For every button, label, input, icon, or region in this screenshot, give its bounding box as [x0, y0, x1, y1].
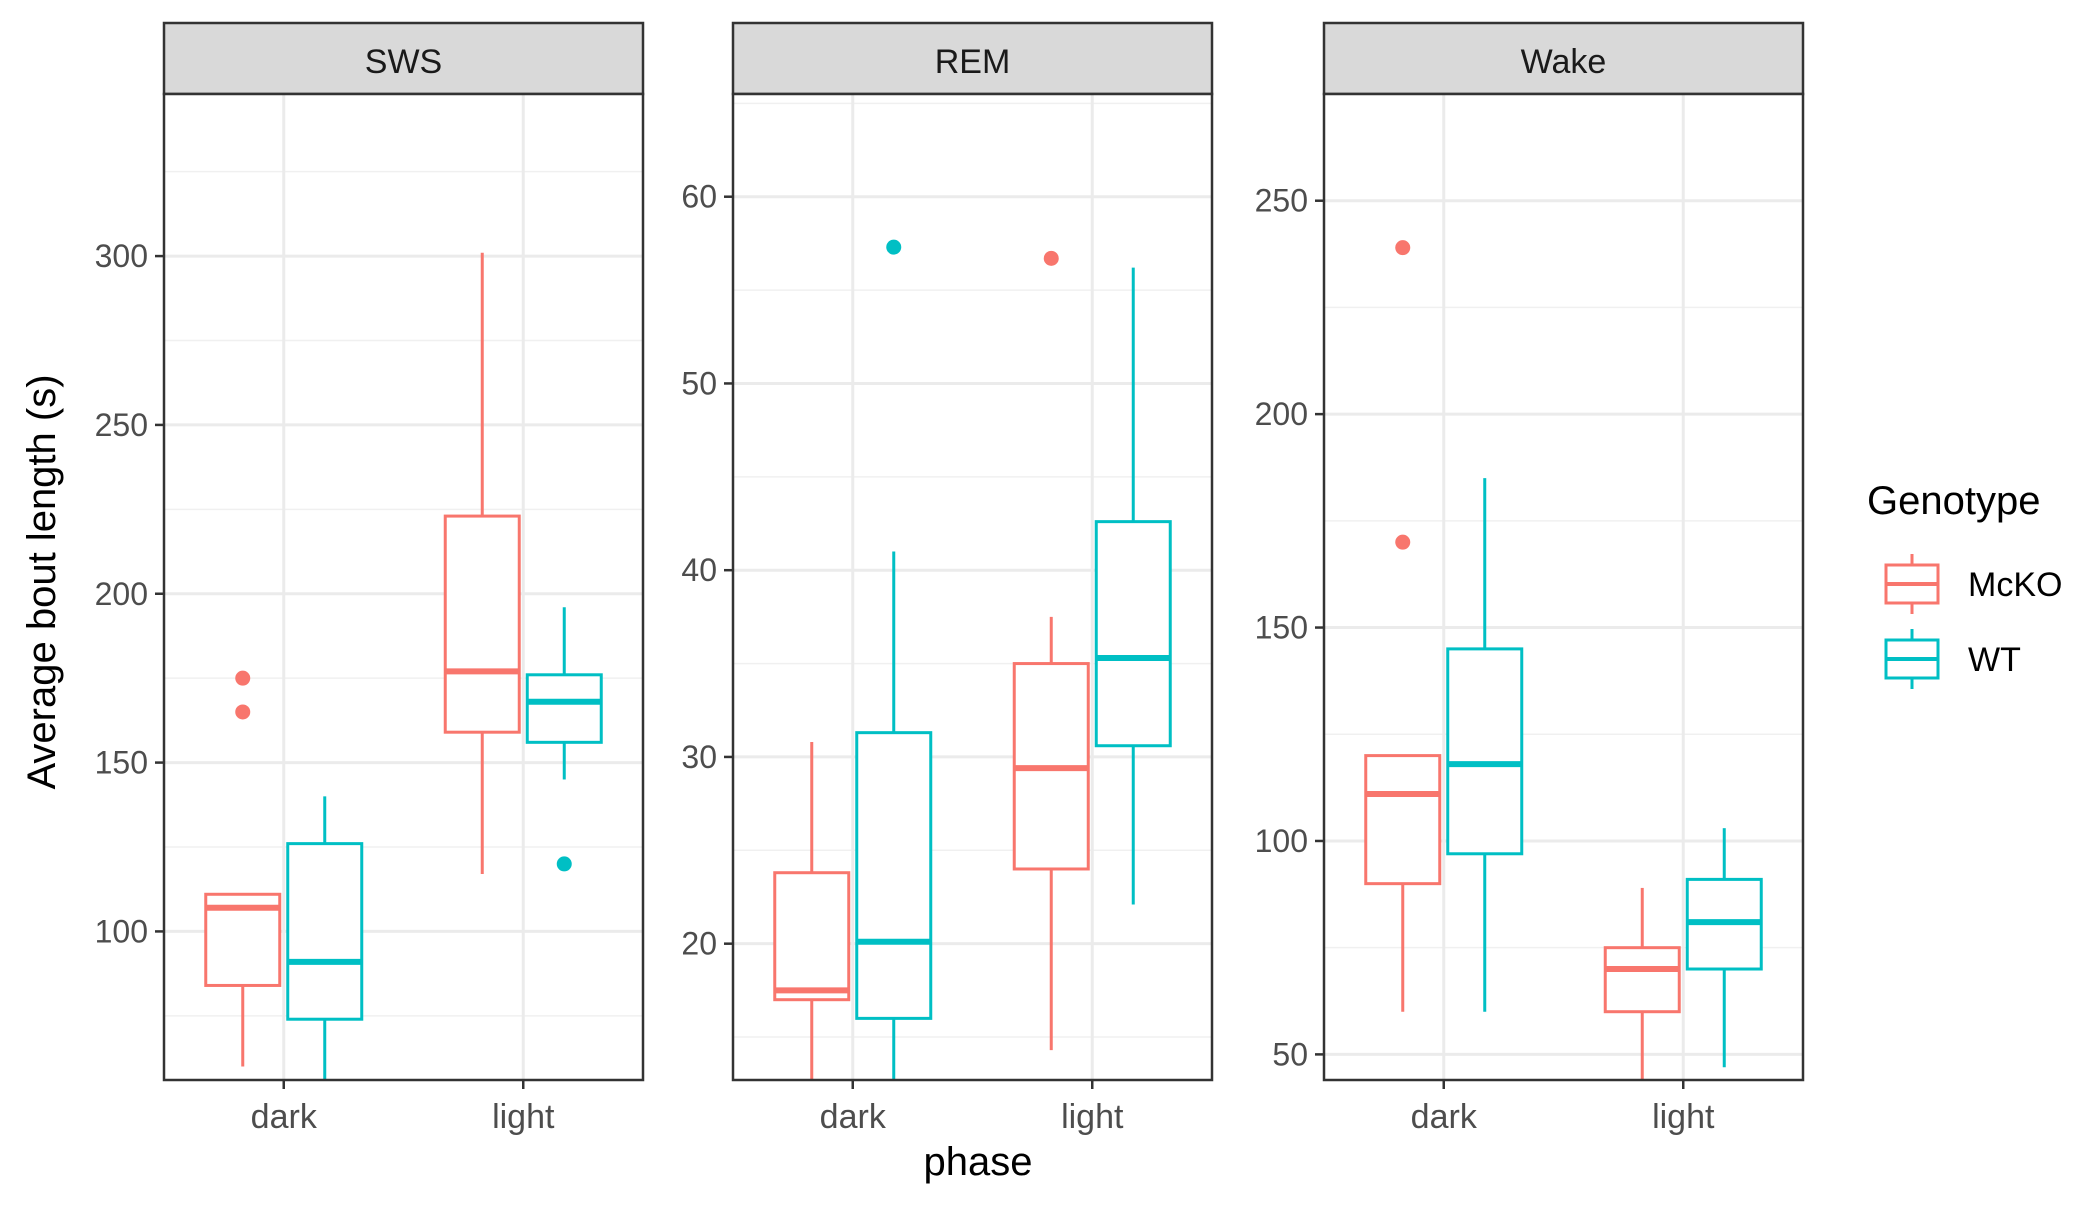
x-tick-label: dark [820, 1098, 887, 1136]
box-iqr [443, 514, 521, 734]
panel-border [1322, 92, 1805, 1082]
box-iqr [525, 673, 603, 744]
y-tick-label: 30 [681, 739, 717, 775]
box-mcko-dark [773, 741, 851, 1080]
box-wt-dark [286, 796, 364, 1080]
y-tick-label: 300 [95, 238, 148, 274]
box-wt-dark [1446, 478, 1524, 1012]
legend-title: Genotype [1867, 479, 2040, 523]
x-tick-label: light [492, 1098, 555, 1136]
x-tick-label: light [1652, 1098, 1715, 1136]
box-mcko-dark [204, 670, 282, 1067]
box-iqr [1364, 754, 1442, 886]
box-iqr [1446, 647, 1524, 856]
box-iqr [286, 842, 364, 1021]
facet-strip [162, 21, 645, 96]
y-tick-label: 100 [95, 913, 148, 949]
panel-rem: REM 20 30 40 50 60 dark light [681, 21, 1214, 1136]
legend-key-mcko: McKO [1884, 554, 2062, 614]
box-wt-dark [855, 239, 933, 1080]
facet-strip-label: SWS [365, 43, 442, 81]
panel-sws: SWS 100 150 200 250 300 dark light [95, 21, 645, 1136]
y-tick-label: 50 [1272, 1036, 1308, 1072]
legend-label-mcko: McKO [1968, 566, 2062, 604]
x-tick-label: dark [1411, 1098, 1478, 1136]
legend-key-wt: WT [1884, 629, 2021, 689]
legend: Genotype McKO WT [1867, 479, 2062, 689]
y-tick-label: 250 [1255, 183, 1308, 219]
outlier-point [886, 239, 902, 255]
box-wt-light [1094, 267, 1172, 905]
y-tick-label: 50 [681, 365, 717, 401]
outlier-point [235, 670, 251, 686]
outlier-point [235, 704, 251, 720]
box-iqr [773, 871, 851, 1002]
outlier-point [556, 856, 572, 872]
facet-strip-label: Wake [1521, 43, 1607, 81]
x-tick-label: light [1061, 1098, 1124, 1136]
y-tick-label: 150 [95, 745, 148, 781]
outlier-point [1395, 534, 1411, 550]
box-mcko-dark [1364, 240, 1442, 1012]
panel-wake: Wake 50 100 150 200 250 dark light [1255, 21, 1805, 1136]
box-iqr [1603, 946, 1681, 1014]
y-tick-label: 20 [681, 926, 717, 962]
box-mcko-light [1012, 250, 1090, 1051]
box-mcko-light [443, 252, 521, 875]
x-axis-title: phase [924, 1140, 1033, 1184]
y-tick-label: 200 [95, 576, 148, 612]
y-tick-label: 250 [95, 407, 148, 443]
panel-border [731, 92, 1214, 1082]
box-wt-light [525, 607, 603, 872]
box-iqr [1094, 520, 1172, 748]
y-axis-title: Average bout length (s) [20, 374, 64, 789]
y-tick-label: 200 [1255, 396, 1308, 432]
y-tick-label: 40 [681, 552, 717, 588]
facet-strip-label: REM [935, 43, 1011, 81]
box-iqr [855, 731, 933, 1020]
x-tick-label: dark [251, 1098, 318, 1136]
y-tick-label: 150 [1255, 610, 1308, 646]
box-mcko-light [1603, 887, 1681, 1080]
box-wt-light [1685, 828, 1763, 1068]
y-tick-label: 100 [1255, 823, 1308, 859]
panel-border [162, 92, 645, 1082]
y-tick-label: 60 [681, 179, 717, 215]
outlier-point [1395, 240, 1411, 256]
facet-strip [731, 21, 1214, 96]
legend-label-wt: WT [1968, 641, 2021, 679]
outlier-point [1043, 250, 1059, 266]
